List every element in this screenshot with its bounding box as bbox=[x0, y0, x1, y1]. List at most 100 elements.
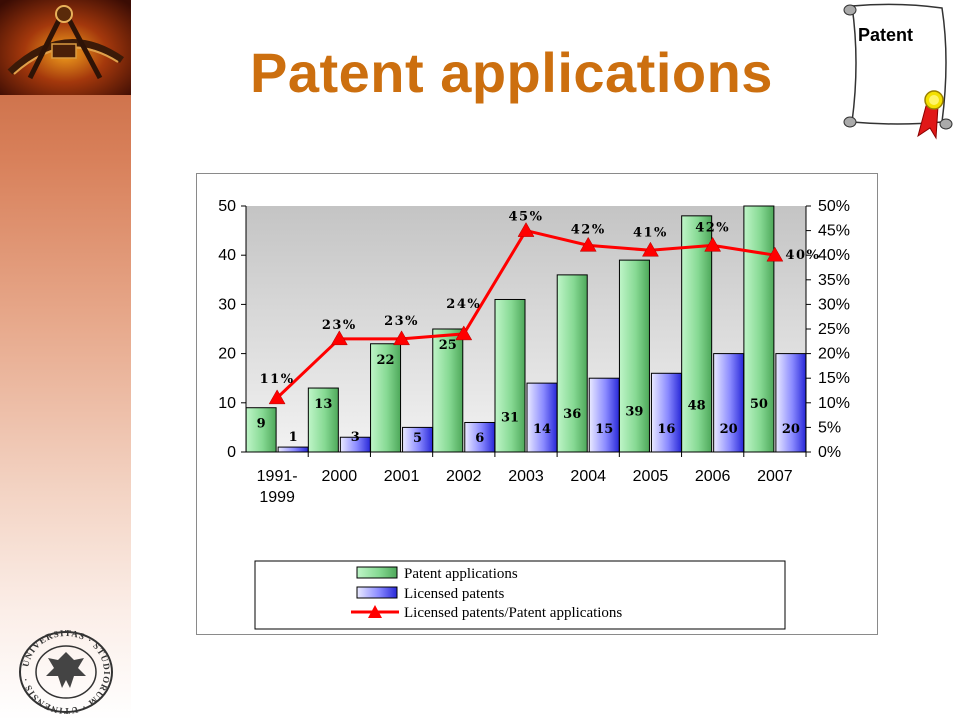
bar-licensed-patents bbox=[713, 353, 745, 453]
right-axis-tick-label: 15% bbox=[818, 370, 850, 387]
ratio-marker bbox=[455, 325, 473, 341]
right-axis-tick-label: 30% bbox=[818, 296, 850, 313]
x-axis-tick-label-line: 2000 bbox=[322, 468, 358, 485]
data-label-ratio: 42% bbox=[695, 220, 730, 235]
data-label-ratio: 24% bbox=[446, 297, 481, 312]
x-axis-tick-label: 2006 bbox=[695, 468, 731, 485]
data-label-licensed-patents: 5 bbox=[413, 431, 422, 446]
left-axis-tick-label: 0 bbox=[227, 444, 236, 461]
data-label-patent-applications: 50 bbox=[750, 397, 768, 412]
ratio-marker bbox=[704, 236, 722, 252]
x-axis-tick-label-line: 2002 bbox=[446, 468, 482, 485]
ratio-marker bbox=[268, 389, 286, 405]
data-label-patent-applications: 48 bbox=[688, 398, 706, 413]
x-axis-tick-label-line: 2007 bbox=[757, 468, 793, 485]
data-label-patent-applications: 22 bbox=[377, 353, 395, 368]
sextant-image bbox=[0, 0, 131, 95]
bar-patent-applications bbox=[432, 328, 464, 453]
data-label-ratio: 23% bbox=[384, 314, 419, 329]
data-label-ratio: 42% bbox=[571, 222, 606, 237]
data-label-licensed-patents: 3 bbox=[351, 430, 360, 445]
bar-patent-applications bbox=[307, 387, 339, 453]
bar-licensed-patents bbox=[650, 372, 682, 453]
right-axis-tick-label: 45% bbox=[818, 223, 850, 240]
bar-licensed-patents bbox=[402, 426, 434, 453]
x-axis-tick-label-line: 2003 bbox=[508, 468, 544, 485]
bar-licensed-patents bbox=[526, 382, 558, 453]
bar-licensed-patents bbox=[339, 436, 371, 453]
x-axis-tick-label-line: 2006 bbox=[695, 468, 731, 485]
patent-badge-label: Patent bbox=[858, 25, 914, 45]
bar-licensed-patents bbox=[588, 377, 620, 453]
bar-patent-applications bbox=[556, 274, 588, 453]
x-axis-tick-label-line: 2001 bbox=[384, 468, 420, 485]
x-axis-tick-label: 2004 bbox=[570, 468, 606, 485]
left-axis-tick-label: 10 bbox=[218, 395, 236, 412]
ratio-marker bbox=[393, 330, 410, 346]
data-label-licensed-patents: 20 bbox=[720, 422, 738, 437]
right-axis-tick-label: 5% bbox=[818, 419, 841, 436]
ratio-marker bbox=[579, 236, 597, 252]
legend-label: Licensed patents bbox=[404, 586, 505, 602]
data-label-licensed-patents: 16 bbox=[657, 422, 675, 437]
data-label-licensed-patents: 6 bbox=[475, 431, 484, 446]
bar-licensed-patents bbox=[277, 446, 309, 453]
data-label-ratio: 45% bbox=[509, 210, 544, 225]
data-label-ratio: 40% bbox=[785, 248, 820, 263]
ratio-marker bbox=[330, 330, 348, 346]
data-label-licensed-patents: 15 bbox=[595, 422, 613, 437]
patent-chart: 0 10 20 30 40 50 0% 5% 10% 15% 20% 25% 30% 35% 40% 45% 5… bbox=[218, 198, 850, 630]
x-axis-tick-label: 2003 bbox=[508, 468, 544, 485]
data-label-licensed-patents: 14 bbox=[533, 422, 551, 437]
bar-patent-applications bbox=[494, 298, 526, 453]
bar-licensed-patents bbox=[464, 421, 496, 453]
data-label-patent-applications: 36 bbox=[563, 407, 581, 422]
legend-box bbox=[254, 560, 786, 630]
bar-patent-applications bbox=[743, 205, 775, 453]
right-axis-tick-label: 20% bbox=[818, 346, 850, 363]
university-seal-logo: UNIVERSITAS · STUDIORUM · UTINENSIS · bbox=[19, 630, 113, 714]
data-label-licensed-patents: 20 bbox=[782, 422, 800, 437]
sidebar-gradient bbox=[0, 0, 131, 720]
right-axis-tick-label: 40% bbox=[818, 247, 850, 264]
page-title: Patent applications bbox=[250, 41, 773, 104]
left-axis-tick-label: 40 bbox=[218, 247, 236, 264]
data-label-patent-applications: 39 bbox=[625, 405, 643, 420]
right-axis-tick-label: 50% bbox=[818, 198, 850, 215]
x-axis-tick-label-line: 1999 bbox=[259, 489, 295, 506]
ratio-marker bbox=[766, 246, 784, 262]
legend-swatch-licensed bbox=[356, 586, 398, 599]
legend-label: Patent applications bbox=[404, 566, 518, 582]
x-axis-tick-label: 2007 bbox=[757, 468, 793, 485]
right-axis-tick-label: 35% bbox=[818, 272, 850, 289]
data-label-licensed-patents: 1 bbox=[289, 430, 298, 445]
data-label-ratio: 23% bbox=[322, 318, 357, 333]
ratio-marker bbox=[517, 222, 535, 237]
x-axis-tick-label: 2001 bbox=[384, 468, 420, 485]
x-axis-tick-label: 2002 bbox=[446, 468, 482, 485]
x-axis-tick-label-line: 1991- bbox=[257, 468, 298, 485]
legend-swatch-ratio-marker bbox=[368, 605, 382, 618]
data-label-patent-applications: 13 bbox=[314, 397, 332, 412]
left-axis-tick-label: 20 bbox=[218, 346, 236, 363]
x-axis-tick-label: 2000 bbox=[322, 468, 358, 485]
bar-licensed-patents bbox=[775, 353, 807, 453]
legend-swatch-applications bbox=[356, 566, 398, 579]
data-label-ratio: 41% bbox=[633, 225, 668, 240]
x-axis-tick-label: 1991- 1999 bbox=[257, 468, 298, 506]
bar-patent-applications bbox=[370, 343, 402, 453]
bar-patent-applications bbox=[618, 259, 650, 453]
right-axis-tick-label: 0% bbox=[818, 444, 841, 461]
right-axis-tick-label: 10% bbox=[818, 395, 850, 412]
bar-patent-applications bbox=[681, 215, 713, 453]
x-axis-tick-label: 2005 bbox=[633, 468, 669, 485]
data-label-patent-applications: 9 bbox=[257, 417, 266, 432]
legend-label: Licensed patents/Patent applications bbox=[404, 605, 622, 621]
x-axis-tick-label-line: 2004 bbox=[570, 468, 606, 485]
bar-patent-applications bbox=[245, 407, 277, 453]
left-axis-tick-label: 30 bbox=[218, 296, 236, 313]
data-label-patent-applications: 31 bbox=[501, 410, 519, 425]
ratio-marker bbox=[642, 241, 659, 257]
left-axis-tick-label: 50 bbox=[218, 198, 236, 215]
patent-scroll-icon bbox=[843, 3, 953, 140]
